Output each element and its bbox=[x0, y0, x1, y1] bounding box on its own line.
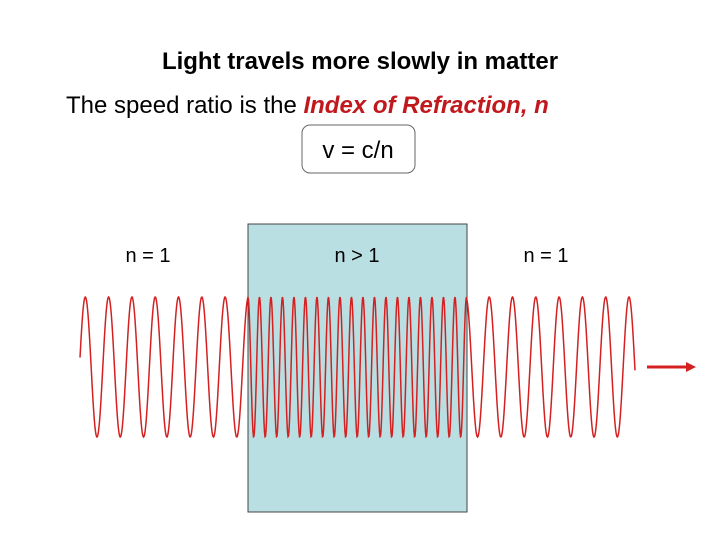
subtitle-text: The speed ratio is the bbox=[66, 92, 303, 119]
medium bbox=[247, 223, 468, 513]
subtitle-emphasis: Index of Refraction, n bbox=[303, 92, 548, 119]
arrow-head bbox=[686, 362, 696, 372]
light-wave bbox=[79, 295, 636, 439]
title: Light travels more slowly in matter bbox=[162, 48, 558, 75]
region-label: n > 1 bbox=[334, 245, 379, 267]
region-label: n = 1 bbox=[125, 245, 170, 267]
subtitle: The speed ratio is the Index of Refracti… bbox=[66, 92, 549, 119]
formula: v = c/n bbox=[322, 137, 393, 164]
region-label: n = 1 bbox=[523, 245, 568, 267]
formula-box bbox=[301, 124, 416, 174]
